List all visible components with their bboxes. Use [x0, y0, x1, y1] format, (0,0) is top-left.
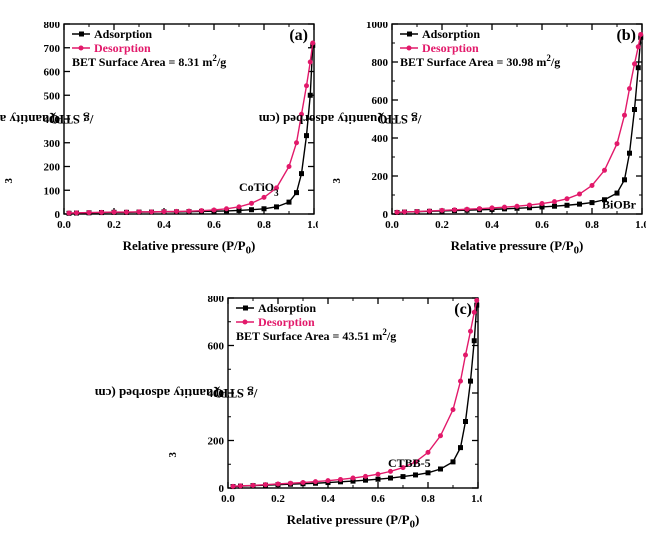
svg-text:1.0: 1.0	[471, 493, 482, 505]
svg-text:Desorption: Desorption	[422, 41, 479, 55]
svg-text:500: 500	[44, 90, 61, 102]
svg-text:200: 200	[44, 162, 61, 174]
svg-text:0: 0	[55, 209, 61, 221]
svg-text:200: 200	[372, 171, 389, 183]
svg-text:0.4: 0.4	[485, 219, 499, 231]
x-axis-label: Relative pressure (P/P0)	[392, 238, 642, 257]
svg-text:200: 200	[208, 436, 225, 448]
svg-text:600: 600	[44, 67, 61, 79]
svg-text:0.6: 0.6	[371, 493, 385, 505]
svg-text:Desorption: Desorption	[258, 315, 315, 329]
x-axis-label: Relative pressure (P/P0)	[228, 512, 478, 531]
svg-text:Desorption: Desorption	[94, 41, 151, 55]
svg-text:0.2: 0.2	[107, 219, 121, 231]
svg-text:0: 0	[219, 483, 225, 495]
svg-text:0.4: 0.4	[321, 493, 335, 505]
svg-text:BET Surface Area = 8.31 m2/g: BET Surface Area = 8.31 m2/g	[72, 53, 226, 69]
panel-b: Quantity adsorbed (cm3/g STP) 0.00.20.40…	[334, 6, 654, 266]
svg-text:0.2: 0.2	[435, 219, 449, 231]
svg-text:0: 0	[383, 209, 389, 221]
svg-text:700: 700	[44, 43, 61, 55]
panel-a: Quantity adsorbed (cm3/g STP) 0.00.20.40…	[6, 6, 326, 266]
svg-text:100: 100	[44, 185, 61, 197]
svg-text:1.0: 1.0	[307, 219, 318, 231]
svg-text:CoTiO3: CoTiO3	[239, 180, 279, 198]
svg-text:400: 400	[44, 114, 61, 126]
svg-text:800: 800	[208, 296, 225, 305]
svg-text:BET Surface Area = 43.51 m2/g: BET Surface Area = 43.51 m2/g	[236, 327, 396, 343]
y-axis-label: Quantity adsorbed (cm3/g STP)	[2, 24, 22, 214]
svg-text:0.4: 0.4	[157, 219, 171, 231]
plot-svg-b: 0.00.20.40.60.81.002004006008001000Adsor…	[358, 22, 646, 238]
y-axis-label: Quantity adsorbed (cm3/g STP)	[330, 24, 350, 214]
svg-text:600: 600	[208, 341, 225, 353]
x-axis-label: Relative pressure (P/P0)	[64, 238, 314, 257]
plot-svg-c: 0.00.20.40.60.81.00200400600800Adsorptio…	[194, 296, 482, 512]
svg-text:800: 800	[44, 22, 61, 31]
svg-text:Adsorption: Adsorption	[94, 27, 152, 41]
svg-text:0.6: 0.6	[535, 219, 549, 231]
plot-svg-a: 0.00.20.40.60.81.00100200300400500600700…	[30, 22, 318, 238]
plot-area: 0.00.20.40.60.81.002004006008001000Adsor…	[392, 24, 642, 214]
svg-text:BET Surface Area = 30.98 m2/g: BET Surface Area = 30.98 m2/g	[400, 53, 560, 69]
svg-text:0.8: 0.8	[421, 493, 435, 505]
svg-text:CTBB-5: CTBB-5	[388, 456, 431, 470]
svg-text:600: 600	[372, 95, 389, 107]
svg-text:BiOBr: BiOBr	[602, 197, 637, 211]
svg-text:(a): (a)	[289, 27, 308, 44]
svg-text:800: 800	[372, 57, 389, 69]
svg-text:400: 400	[372, 133, 389, 145]
y-axis-label: Quantity adsorbed (cm3/g STP)	[166, 298, 186, 488]
svg-text:Adsorption: Adsorption	[258, 301, 316, 315]
svg-text:Adsorption: Adsorption	[422, 27, 480, 41]
figure-root: Quantity adsorbed (cm3/g STP) 0.00.20.40…	[0, 0, 660, 553]
panel-c: Quantity adsorbed (cm3/g STP) 0.00.20.40…	[170, 280, 490, 540]
plot-area: 0.00.20.40.60.81.00200400600800Adsorptio…	[228, 298, 478, 488]
svg-text:(c): (c)	[454, 301, 472, 318]
svg-text:0.8: 0.8	[585, 219, 599, 231]
svg-text:300: 300	[44, 138, 61, 150]
svg-text:(b): (b)	[616, 27, 636, 44]
svg-text:0.2: 0.2	[271, 493, 285, 505]
svg-text:0.8: 0.8	[257, 219, 271, 231]
svg-text:1.0: 1.0	[635, 219, 646, 231]
svg-text:400: 400	[208, 388, 225, 400]
svg-text:1000: 1000	[366, 22, 389, 31]
svg-text:0.6: 0.6	[207, 219, 221, 231]
